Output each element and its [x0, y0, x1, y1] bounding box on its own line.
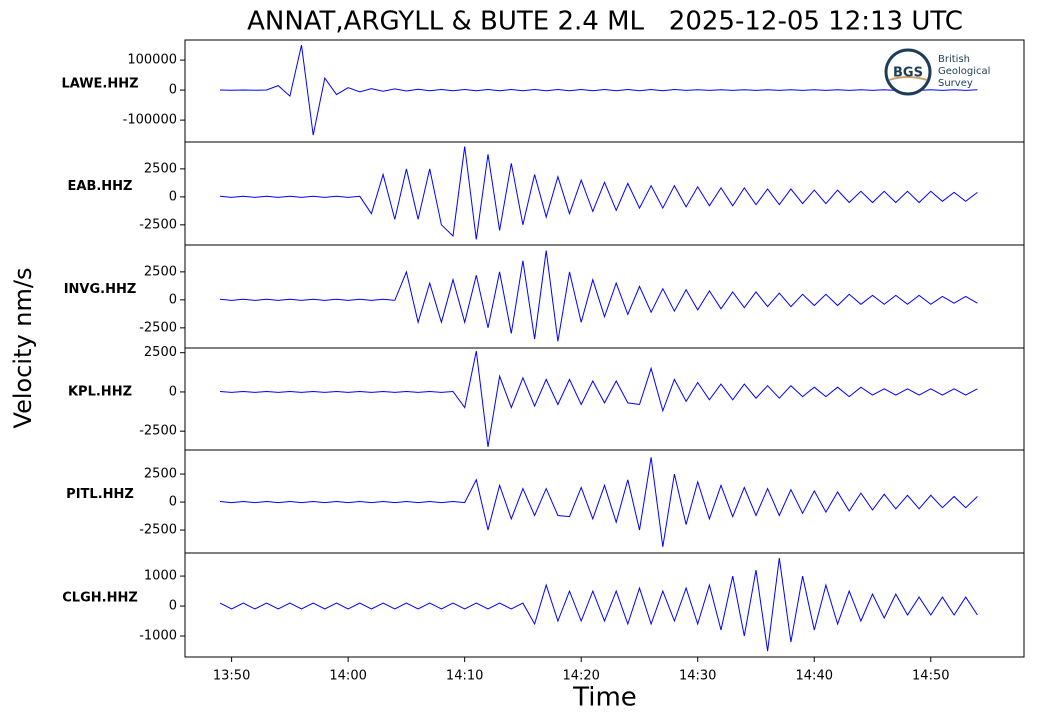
x-tick-label: 14:50 [912, 669, 949, 684]
station-label: KPL.HHZ [68, 385, 132, 400]
y-tick-label: 0 [169, 495, 177, 510]
waveform [219, 250, 978, 342]
y-tick-label: 0 [169, 189, 177, 204]
panel [184, 552, 1025, 658]
x-tick-label: 13:50 [213, 669, 250, 684]
y-tick-label: -100000 [123, 113, 177, 128]
waveform [219, 558, 978, 652]
logo-text: British [938, 54, 970, 65]
logo-mark: BGS [893, 66, 923, 81]
panel [184, 347, 1025, 451]
x-tick-label: 14:40 [796, 669, 833, 684]
station-label: EAB.HHZ [68, 179, 133, 194]
waveform [219, 457, 978, 547]
figure-title: ANNAT,ARGYLL & BUTE 2.4 ML 2025-12-05 12… [247, 7, 963, 37]
x-axis-label: Time [572, 683, 637, 713]
station-label: INVG.HHZ [64, 282, 137, 297]
waveform [219, 44, 978, 136]
x-tick-label: 14:00 [329, 669, 366, 684]
x-tick-label: 14:10 [446, 669, 483, 684]
station-label: CLGH.HHZ [62, 591, 138, 606]
y-axis-label: Velocity nm/s [9, 268, 37, 429]
waveform [219, 146, 978, 240]
y-tick-label: 0 [169, 599, 177, 614]
y-tick-label: 0 [169, 83, 177, 98]
x-tick-label: 14:20 [562, 669, 599, 684]
y-tick-label: 1000 [144, 569, 177, 584]
y-tick-label: 2500 [144, 345, 177, 360]
y-tick-label: 0 [169, 384, 177, 399]
y-tick-label: -2500 [139, 320, 177, 335]
y-tick-label: -2500 [139, 424, 177, 439]
x-tick-label: 14:30 [679, 669, 716, 684]
y-tick-label: 2500 [144, 467, 177, 482]
y-tick-label: -2500 [139, 217, 177, 232]
y-tick-label: 100000 [127, 53, 177, 68]
panel [184, 39, 1025, 143]
y-tick-label: -1000 [139, 629, 177, 644]
panel [184, 244, 1025, 349]
waveform [219, 350, 978, 447]
y-tick-label: -2500 [139, 523, 177, 538]
logo-text: Geological [938, 66, 990, 77]
logo-wave [888, 76, 928, 81]
station-label: LAWE.HHZ [61, 77, 138, 92]
logo-ring [884, 48, 932, 96]
station-label: PITL.HHZ [66, 487, 134, 502]
logo-text: Survey [938, 78, 973, 89]
panel [184, 141, 1025, 246]
logo: BGS British Geological Survey [884, 48, 990, 96]
y-tick-label: 0 [169, 292, 177, 307]
y-tick-label: 2500 [144, 264, 177, 279]
y-tick-label: 2500 [144, 161, 177, 176]
